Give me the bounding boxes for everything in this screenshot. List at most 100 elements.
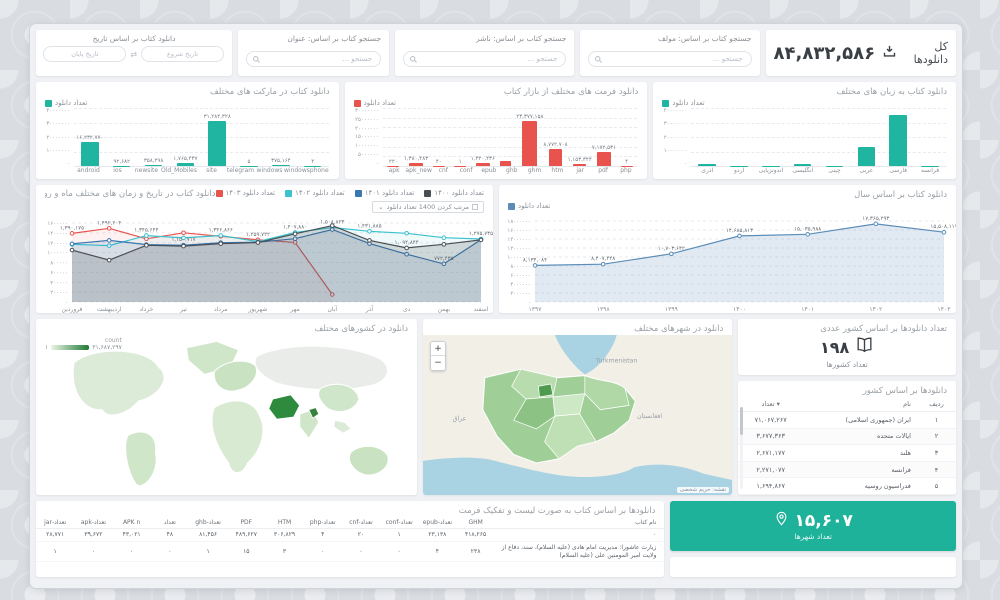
column-header[interactable]: تعداد-conf [380, 517, 419, 529]
bar-slot[interactable]: ۱,۷۶۵,۴۳۷ [169, 108, 201, 166]
bar[interactable] [573, 163, 587, 166]
table-row[interactable]: ۰ ۴۱۸,۲۶۵ ۲۳,۱۳۸ ۱ ۲۰ ۴ ۳۰۶,۸۲۹ ۴۸۹,۶۲۷ ۸۱,۴۵۶ ۴۸… [36, 528, 665, 542]
scrollbar-thumb[interactable] [740, 407, 744, 435]
bar[interactable] [522, 120, 538, 166]
bar-slot[interactable]: ۵ [233, 108, 265, 166]
bar-slot[interactable]: ۴۰ [428, 108, 449, 166]
bar[interactable] [476, 163, 490, 166]
east-asia[interactable] [318, 383, 360, 413]
bar[interactable] [597, 152, 611, 166]
bar-slot[interactable]: ۴ [297, 108, 329, 166]
date-end-input[interactable] [43, 46, 127, 62]
legend-item[interactable]: تعداد دانلود ۱۴۰۱ [354, 189, 414, 197]
column-header[interactable]: تعداد-jar [36, 517, 75, 529]
bar-slot[interactable]: ۸,۷۷۲,۷۰۸ [543, 108, 568, 166]
iran-highlight[interactable] [268, 394, 301, 420]
column-header[interactable]: تعداد-apk [74, 517, 113, 529]
europe[interactable] [213, 360, 257, 392]
bangladesh-highlight[interactable] [308, 407, 320, 419]
column-header[interactable]: GHM [456, 517, 495, 529]
plot-area[interactable]: ۱۶,۲۳۲,۷۷۰ ۹۲,۶۸۲ ۳۵۸,۲۹۸ ۱,۷۶۵,۴۳۷ ۳۱,۲۸۴,۳… [73, 108, 329, 167]
bar-slot[interactable] [914, 108, 946, 166]
table-row[interactable]: ۱ ایران (جمهوری اسلامی) ۷۱,۰۶۷,۲۶۷ [738, 411, 956, 429]
bar[interactable] [81, 142, 99, 166]
bar[interactable] [176, 163, 195, 166]
world-map[interactable]: count ۱ ۳۱,۶۸۷,۲۹۷ [35, 335, 418, 495]
bar-slot[interactable]: ۷,۱۷۲,۵۳۱ [592, 108, 616, 166]
sort-dropdown[interactable]: مرتب کردن 1400 تعداد دانلود ⌄ [372, 201, 484, 213]
bar[interactable] [793, 163, 812, 166]
bar-slot[interactable]: ۱ [449, 108, 470, 166]
legend-item[interactable]: تعداد دانلود [353, 99, 396, 107]
table-row[interactable]: ۵ فدراسیون روسیه ۱,۶۹۴,۸۶۷ [738, 477, 956, 495]
legend-item[interactable]: تعداد دانلود ۱۴۰۰ [424, 189, 484, 197]
table-row[interactable]: ۴ فرانسه ۲,۲۷۱,۰۷۷ [738, 461, 956, 479]
column-header-sortable[interactable]: تعداد ▾ [738, 397, 804, 412]
plot-area[interactable] [691, 108, 946, 167]
column-header[interactable]: تعداد-ghb [188, 517, 228, 529]
bar-slot[interactable]: ۲۳,۳۷۷,۱۵۸ [516, 108, 543, 166]
legend-item[interactable]: تعداد دانلود [662, 99, 705, 107]
bar[interactable] [208, 120, 226, 166]
choropleth-legend[interactable]: count ۱ ۳۱,۶۸۷,۲۹۷ [45, 337, 122, 351]
formats-chart[interactable]: ۳۰۰۰۰۰۰۰ ۲۵۰۰۰۰۰۰ ۲۰۰۰۰۰۰۰ ۱۵۰۰۰۰۰۰ ۱۰۰۰۰۰۰۰… [345, 108, 648, 179]
date-start-input[interactable] [141, 46, 225, 62]
bar[interactable] [548, 149, 563, 166]
search-publisher-input[interactable] [403, 51, 567, 67]
south-america[interactable] [125, 431, 157, 487]
bar-slot[interactable]: ۱,۱۵۳,۳۴۴ [568, 108, 592, 166]
bar-slot[interactable] [495, 108, 516, 166]
bar[interactable] [857, 147, 876, 166]
bar-slot[interactable]: ۱,۳۸۰,۴۸۳ [404, 108, 428, 166]
bar-slot[interactable] [723, 108, 755, 166]
bar-slot[interactable]: ۹۲,۶۸۲ [106, 108, 138, 166]
bar-slot[interactable]: ۱,۳۲۰,۴۳۶ [471, 108, 495, 166]
legend-item[interactable]: تعداد دانلود ۱۴۰۳ [215, 189, 275, 197]
africa[interactable] [211, 400, 264, 474]
column-header[interactable]: تعداد-epub [418, 517, 457, 529]
zoom-in-button[interactable]: + [431, 342, 446, 356]
australia[interactable] [348, 445, 389, 476]
scrollbar[interactable] [740, 407, 744, 489]
bar-slot[interactable]: ۳۱,۲۸۴,۳۲۸ [201, 108, 233, 166]
markets-chart[interactable]: ۴۰۰۰۰۰۰۰ ۳۰۰۰۰۰۰۰ ۲۰۰۰۰۰۰۰ ۱۰۰۰۰۰۰۰ ۰ ۱۶,۲۳۲,… [36, 108, 339, 179]
table-row[interactable]: ۲ ایالات متحده ۳,۶۷۷,۳۶۳ [738, 428, 956, 446]
bar[interactable] [272, 165, 290, 166]
column-header[interactable]: نام کتاب [494, 517, 665, 529]
table-row[interactable]: ۳ هلند ۲,۶۷۱,۱۷۷ [738, 444, 956, 462]
bar-slot[interactable] [755, 108, 787, 166]
bar-slot[interactable]: ۳۷۵,۱۶۴ [265, 108, 297, 166]
bar-slot[interactable]: ۴ [616, 108, 637, 166]
bar-slot[interactable]: ۳۵۸,۲۹۸ [138, 108, 170, 166]
table-row[interactable]: زیارت عاشورا: مدیریت امام هادی (علیه الس… [36, 541, 665, 563]
asia[interactable] [254, 345, 389, 391]
bar[interactable] [409, 163, 423, 166]
monthly-chart[interactable]: ۰ ۲۰۰۰۰۰ ۴۰۰۰۰۰ ۶۰۰۰۰۰ ۸۰۰۰۰۰ ۱۰۰۰۰۰۰ ۱۲۰۰۰۰۰ ۱… [36, 213, 493, 313]
yearly-chart[interactable]: ۰ ۲۰۰۰۰۰۰ ۴۰۰۰۰۰۰ ۶۰۰۰۰۰۰ ۸۰۰۰۰۰۰ ۱۰۰۰۰۰۰۰ ۱۲۰… [499, 211, 956, 313]
search-author-input[interactable] [588, 51, 752, 67]
bar-slot[interactable] [691, 108, 723, 166]
column-header[interactable]: تعداد-php [303, 517, 342, 529]
column-header[interactable]: PDF [227, 517, 266, 529]
north-america[interactable] [72, 350, 165, 416]
plot-area[interactable]: ۲۲۰ ۱,۳۸۰,۴۸۳ ۴۰ ۱ ۱,۳۲۰,۴۳۶ ۲۳,۳۷۷,۱۵۸ ۸,۷۷۲,… [382, 108, 638, 167]
bar-slot[interactable]: ۲۲۰ [383, 108, 404, 166]
column-header[interactable]: HTM [265, 517, 304, 529]
languages-chart[interactable]: ۴۰۰۰۰۰۰۰ ۳۰۰۰۰۰۰۰ ۲۰۰۰۰۰۰۰ ۱۰۰۰۰۰۰۰ ۰ آذری ارد… [653, 108, 956, 179]
southeast-asia[interactable] [333, 419, 352, 434]
legend-item[interactable]: تعداد دانلود [508, 202, 550, 210]
bar[interactable] [144, 165, 163, 166]
column-header[interactable]: تعداد [150, 517, 189, 529]
bar-slot[interactable] [882, 108, 914, 166]
bar[interactable] [499, 161, 512, 166]
column-header[interactable]: تعداد-cnf [341, 517, 381, 529]
map-attribution[interactable]: نقشه: حریم شخصی [676, 487, 730, 493]
legend-item[interactable]: تعداد دانلود ۱۴۰۲ [285, 189, 345, 197]
search-title-input[interactable] [246, 51, 382, 67]
bar-slot[interactable] [787, 108, 819, 166]
highlighted-province[interactable] [538, 383, 554, 398]
legend-item[interactable]: تعداد دانلود [44, 99, 87, 107]
bar-slot[interactable] [850, 108, 882, 166]
iran-map[interactable]: + − Turkmenistan عراق افغانستان [423, 335, 733, 495]
bar[interactable] [889, 115, 907, 166]
